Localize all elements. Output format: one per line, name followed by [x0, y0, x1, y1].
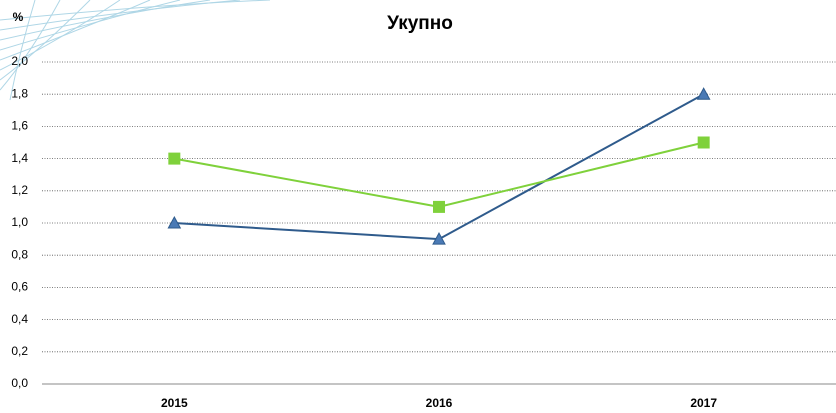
- chart: Укупно % 0,0 0,2 0,4 0,6 0,8 1,0 1,2 1,4 1,6 1,8 2…: [0, 0, 836, 413]
- point: [698, 88, 710, 99]
- y-tick-label: 1,6: [11, 119, 28, 133]
- y-tick-label: 2,0: [11, 54, 28, 68]
- y-tick-label: 0,4: [11, 312, 28, 326]
- point: [698, 137, 710, 149]
- y-axis-label: %: [13, 10, 24, 24]
- point: [433, 201, 445, 213]
- series-line: [174, 94, 703, 239]
- x-tick-label: 2016: [426, 396, 453, 410]
- y-tick-label: 0,6: [11, 280, 28, 294]
- point: [168, 153, 180, 165]
- y-tick-label: 0,8: [11, 247, 28, 261]
- y-tick-label: 1,2: [11, 183, 28, 197]
- y-tick-label: 1,0: [11, 215, 28, 229]
- y-tick-label: 1,4: [11, 151, 28, 165]
- y-tick-label: 1,8: [11, 86, 28, 100]
- y-tick-label: 0,0: [11, 376, 28, 390]
- y-tick-label: 0,2: [11, 344, 28, 358]
- x-tick-label: 2015: [161, 396, 188, 410]
- series-line: [174, 143, 703, 207]
- decoration: [0, 0, 270, 100]
- x-tick-label: 2017: [690, 396, 717, 410]
- chart-title: Укупно: [387, 13, 453, 34]
